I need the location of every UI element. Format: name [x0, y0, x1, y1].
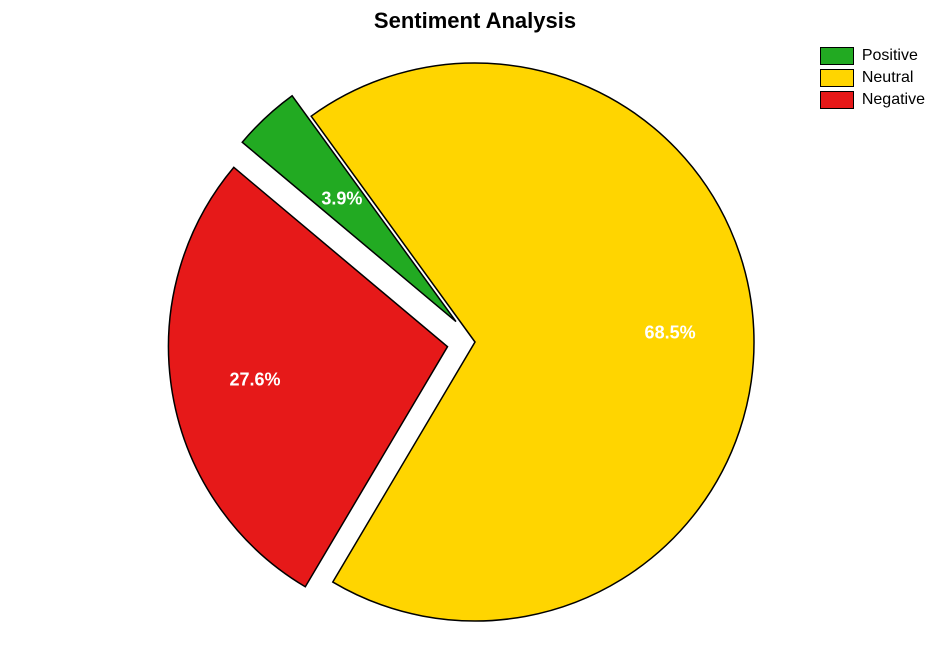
- legend-swatch-neutral: [820, 69, 854, 87]
- pie-svg: [0, 0, 950, 662]
- legend-label-negative: Negative: [862, 91, 925, 109]
- sentiment-pie-chart: Sentiment Analysis Positive Neutral Nega…: [0, 0, 950, 662]
- slice-label-positive: 3.9%: [321, 189, 362, 210]
- legend-label-neutral: Neutral: [862, 69, 914, 87]
- legend-item-neutral: Neutral: [820, 69, 925, 87]
- legend-item-negative: Negative: [820, 91, 925, 109]
- legend-label-positive: Positive: [862, 47, 918, 65]
- slice-label-neutral: 68.5%: [645, 322, 696, 343]
- legend-swatch-negative: [820, 91, 854, 109]
- legend-swatch-positive: [820, 47, 854, 65]
- legend: Positive Neutral Negative: [820, 47, 925, 113]
- slice-label-negative: 27.6%: [229, 369, 280, 390]
- legend-item-positive: Positive: [820, 47, 925, 65]
